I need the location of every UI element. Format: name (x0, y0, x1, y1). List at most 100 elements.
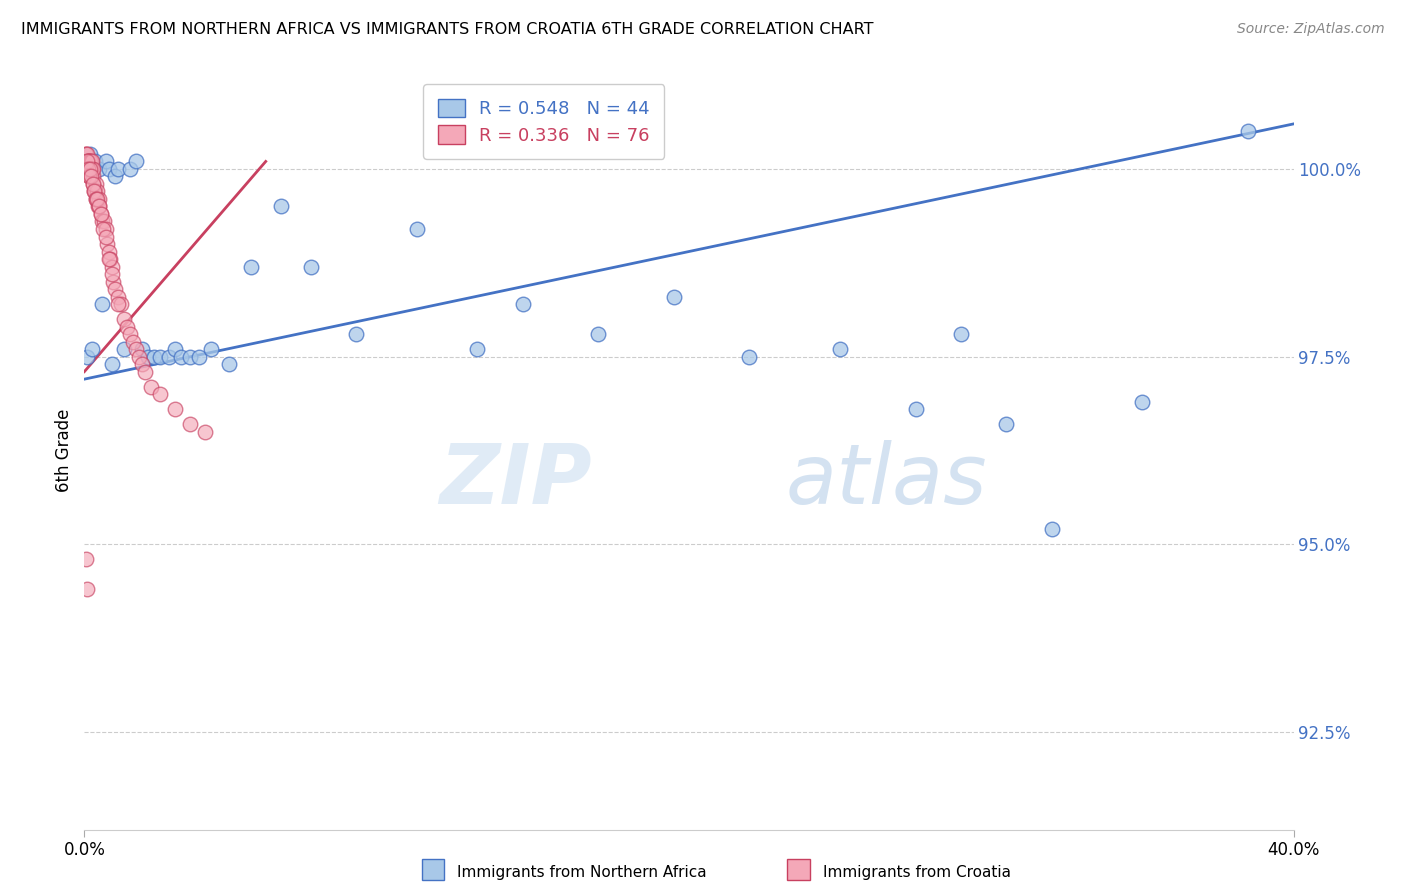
Point (112, 312, 135, 326)
Point (76, 582, 98, 597)
Point (830, 342, 852, 356)
Point (157, 350, 180, 364)
Point (738, 350, 761, 364)
Point (1040, 522, 1063, 536)
Point (950, 327, 973, 342)
Point (101, 275, 124, 289)
Point (76, 161, 98, 176)
Point (91, 222, 114, 236)
Point (121, 334, 143, 349)
Point (93, 214, 115, 228)
Point (200, 342, 222, 356)
Point (89, 199, 111, 213)
Point (104, 169, 127, 184)
Point (512, 297, 534, 311)
Point (76, 350, 98, 364)
Point (82, 177, 104, 191)
Point (77, 161, 100, 176)
Point (131, 357, 153, 371)
Point (188, 350, 211, 364)
Point (270, 199, 292, 213)
Point (346, 327, 368, 342)
Point (80, 169, 103, 184)
Point (84, 177, 107, 191)
Point (79, 154, 101, 169)
Point (91, 297, 114, 311)
Point (84, 185, 107, 199)
Point (76, 154, 98, 169)
Point (84, 154, 107, 169)
Point (194, 425, 217, 439)
Point (165, 342, 187, 356)
Point (82, 169, 104, 184)
Point (77, 161, 100, 176)
Legend: R = 0.548   N = 44, R = 0.336   N = 76: R = 0.548 N = 44, R = 0.336 N = 76 (423, 84, 665, 159)
Point (75, 552, 97, 566)
Point (80, 161, 103, 176)
Point (80, 169, 103, 184)
Point (110, 297, 132, 311)
Point (86, 192, 108, 206)
Point (77, 161, 100, 176)
Point (239, 260, 262, 274)
Point (90, 207, 112, 221)
Point (170, 350, 193, 364)
Point (118, 161, 141, 176)
Text: IMMIGRANTS FROM NORTHERN AFRICA VS IMMIGRANTS FROM CROATIA 6TH GRADE CORRELATION: IMMIGRANTS FROM NORTHERN AFRICA VS IMMIG… (21, 22, 873, 37)
Point (125, 342, 148, 356)
Point (406, 222, 429, 236)
Point (75, 154, 97, 169)
Point (79, 161, 101, 176)
Point (87, 199, 110, 213)
Point (90, 207, 112, 221)
Point (662, 289, 685, 303)
Point (107, 289, 129, 303)
Point (165, 402, 187, 417)
Point (96, 237, 118, 252)
Text: Source: ZipAtlas.com: Source: ZipAtlas.com (1237, 22, 1385, 37)
Text: atlas: atlas (786, 441, 987, 521)
Point (1132, 394, 1154, 409)
Point (98, 252, 121, 266)
Point (82, 161, 104, 176)
Point (82, 161, 104, 176)
Point (218, 357, 240, 371)
Point (86, 185, 108, 199)
Point (76, 147, 98, 161)
Point (75, 154, 97, 169)
Point (100, 260, 122, 274)
Point (179, 417, 201, 432)
Point (118, 327, 141, 342)
Point (100, 267, 122, 281)
Point (77, 154, 100, 169)
Point (107, 297, 129, 311)
Y-axis label: 6th Grade: 6th Grade (55, 409, 73, 492)
Point (82, 177, 104, 191)
Point (75, 147, 97, 161)
Point (80, 154, 103, 169)
Point (112, 342, 135, 356)
Point (97, 161, 120, 176)
Point (94, 222, 117, 236)
Point (134, 365, 156, 379)
Point (79, 154, 101, 169)
Point (79, 147, 101, 161)
Point (77, 161, 100, 176)
Point (94, 154, 117, 169)
Point (995, 417, 1018, 432)
Point (467, 342, 489, 356)
Point (80, 161, 103, 176)
Point (75, 161, 97, 176)
Text: Immigrants from Croatia: Immigrants from Croatia (823, 865, 1011, 880)
Point (82, 161, 104, 176)
Point (128, 350, 150, 364)
Point (100, 357, 122, 371)
Point (179, 350, 201, 364)
Point (904, 402, 927, 417)
Point (86, 192, 108, 206)
Point (588, 327, 610, 342)
Point (115, 319, 138, 334)
Point (77, 169, 100, 184)
Point (149, 350, 172, 364)
Point (79, 161, 101, 176)
